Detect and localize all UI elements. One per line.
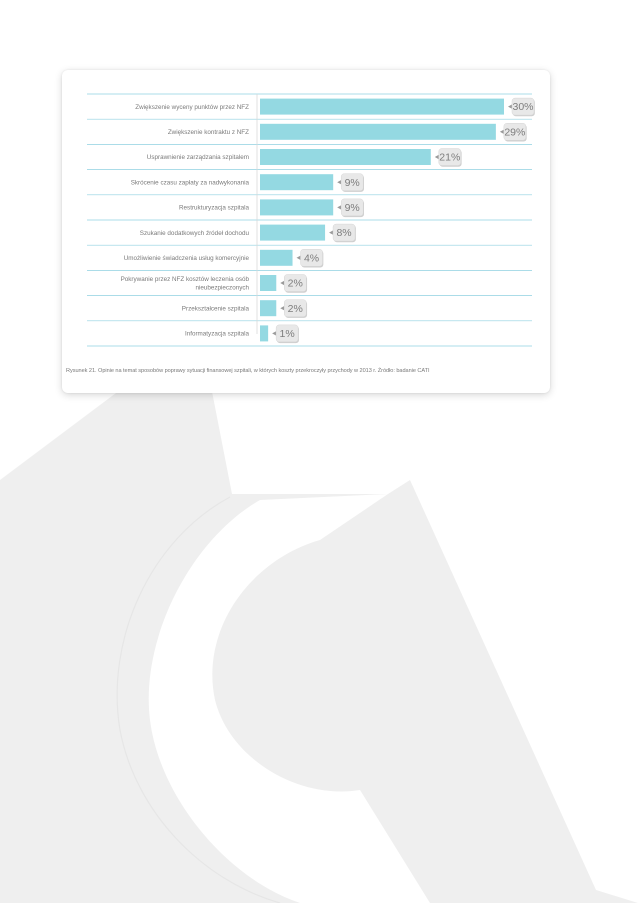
bar-chart: Zwiększenie wyceny punktów przez NFZ Zwię…	[87, 93, 535, 347]
badge-pointer-icon	[329, 230, 334, 235]
bar	[260, 224, 326, 241]
bar	[260, 199, 334, 216]
category-label: Zwiększenie kontraktu z NFZ	[168, 129, 249, 136]
badge-pointer-icon	[296, 255, 301, 260]
value-badge	[275, 324, 299, 343]
badge-pointer-icon	[272, 331, 277, 336]
value-label: 9%	[345, 177, 360, 189]
category-label: Zwiększenie wyceny punktów przez NFZ	[135, 104, 249, 111]
background-logo-inner	[148, 494, 430, 903]
value-label: 1%	[280, 328, 295, 340]
badge-pointer-icon	[499, 129, 504, 134]
value-label: 4%	[304, 252, 319, 264]
category-label: Informatyzacja szpitala	[185, 331, 250, 338]
value-badge	[300, 249, 323, 267]
bar	[260, 249, 293, 266]
category-label: Szukanie dodatkowych źródeł dochodu	[140, 230, 250, 237]
value-label: 8%	[336, 227, 351, 239]
badge-pointer-icon	[337, 180, 342, 185]
bar	[260, 98, 504, 115]
category-label: Usprawnienie zarządzania szpitalem	[147, 154, 249, 161]
bar	[260, 300, 277, 317]
badge-pointer-icon	[337, 205, 342, 210]
category-label: Restrukturyzacja szpitala	[179, 205, 249, 212]
value-badge	[284, 274, 307, 292]
category-label: Umożliwienie świadczenia usług komercyjn…	[124, 255, 250, 262]
value-badge	[511, 97, 535, 116]
figure-caption: Rysunek 21. Opinie na temat sposobów pop…	[66, 368, 430, 374]
value-badge	[340, 198, 364, 217]
value-label: 9%	[345, 202, 360, 214]
value-label: 21%	[439, 152, 460, 164]
badge-pointer-icon	[434, 154, 439, 160]
value-badge	[438, 148, 462, 166]
category-label: Przekształcenie szpitala	[182, 305, 250, 312]
value-label: 29%	[504, 126, 525, 138]
value-label: 2%	[288, 303, 303, 315]
category-label: Skrócenie czasu zapłaty za nadwykonania	[131, 179, 250, 186]
value-badge	[503, 123, 527, 141]
bar	[260, 174, 334, 191]
bar	[260, 149, 431, 165]
background-logo-ring	[116, 496, 281, 903]
value-label: 30%	[512, 101, 533, 113]
chart-card: Zwiększenie wyceny punktów przez NFZ Zwię…	[62, 70, 550, 393]
value-label: 2%	[288, 278, 303, 290]
background-logo-shape	[0, 330, 638, 903]
badge-pointer-icon	[280, 280, 285, 286]
badge-pointer-icon	[508, 104, 512, 109]
value-badge	[284, 299, 307, 317]
badge-pointer-icon	[280, 306, 285, 311]
value-badge	[332, 223, 356, 242]
category-label: Pokrywanie przez NFZ kosztów leczenia os…	[121, 276, 250, 292]
bar	[260, 275, 277, 291]
bar	[260, 123, 496, 140]
bar	[260, 325, 269, 342]
value-badge	[340, 173, 364, 191]
